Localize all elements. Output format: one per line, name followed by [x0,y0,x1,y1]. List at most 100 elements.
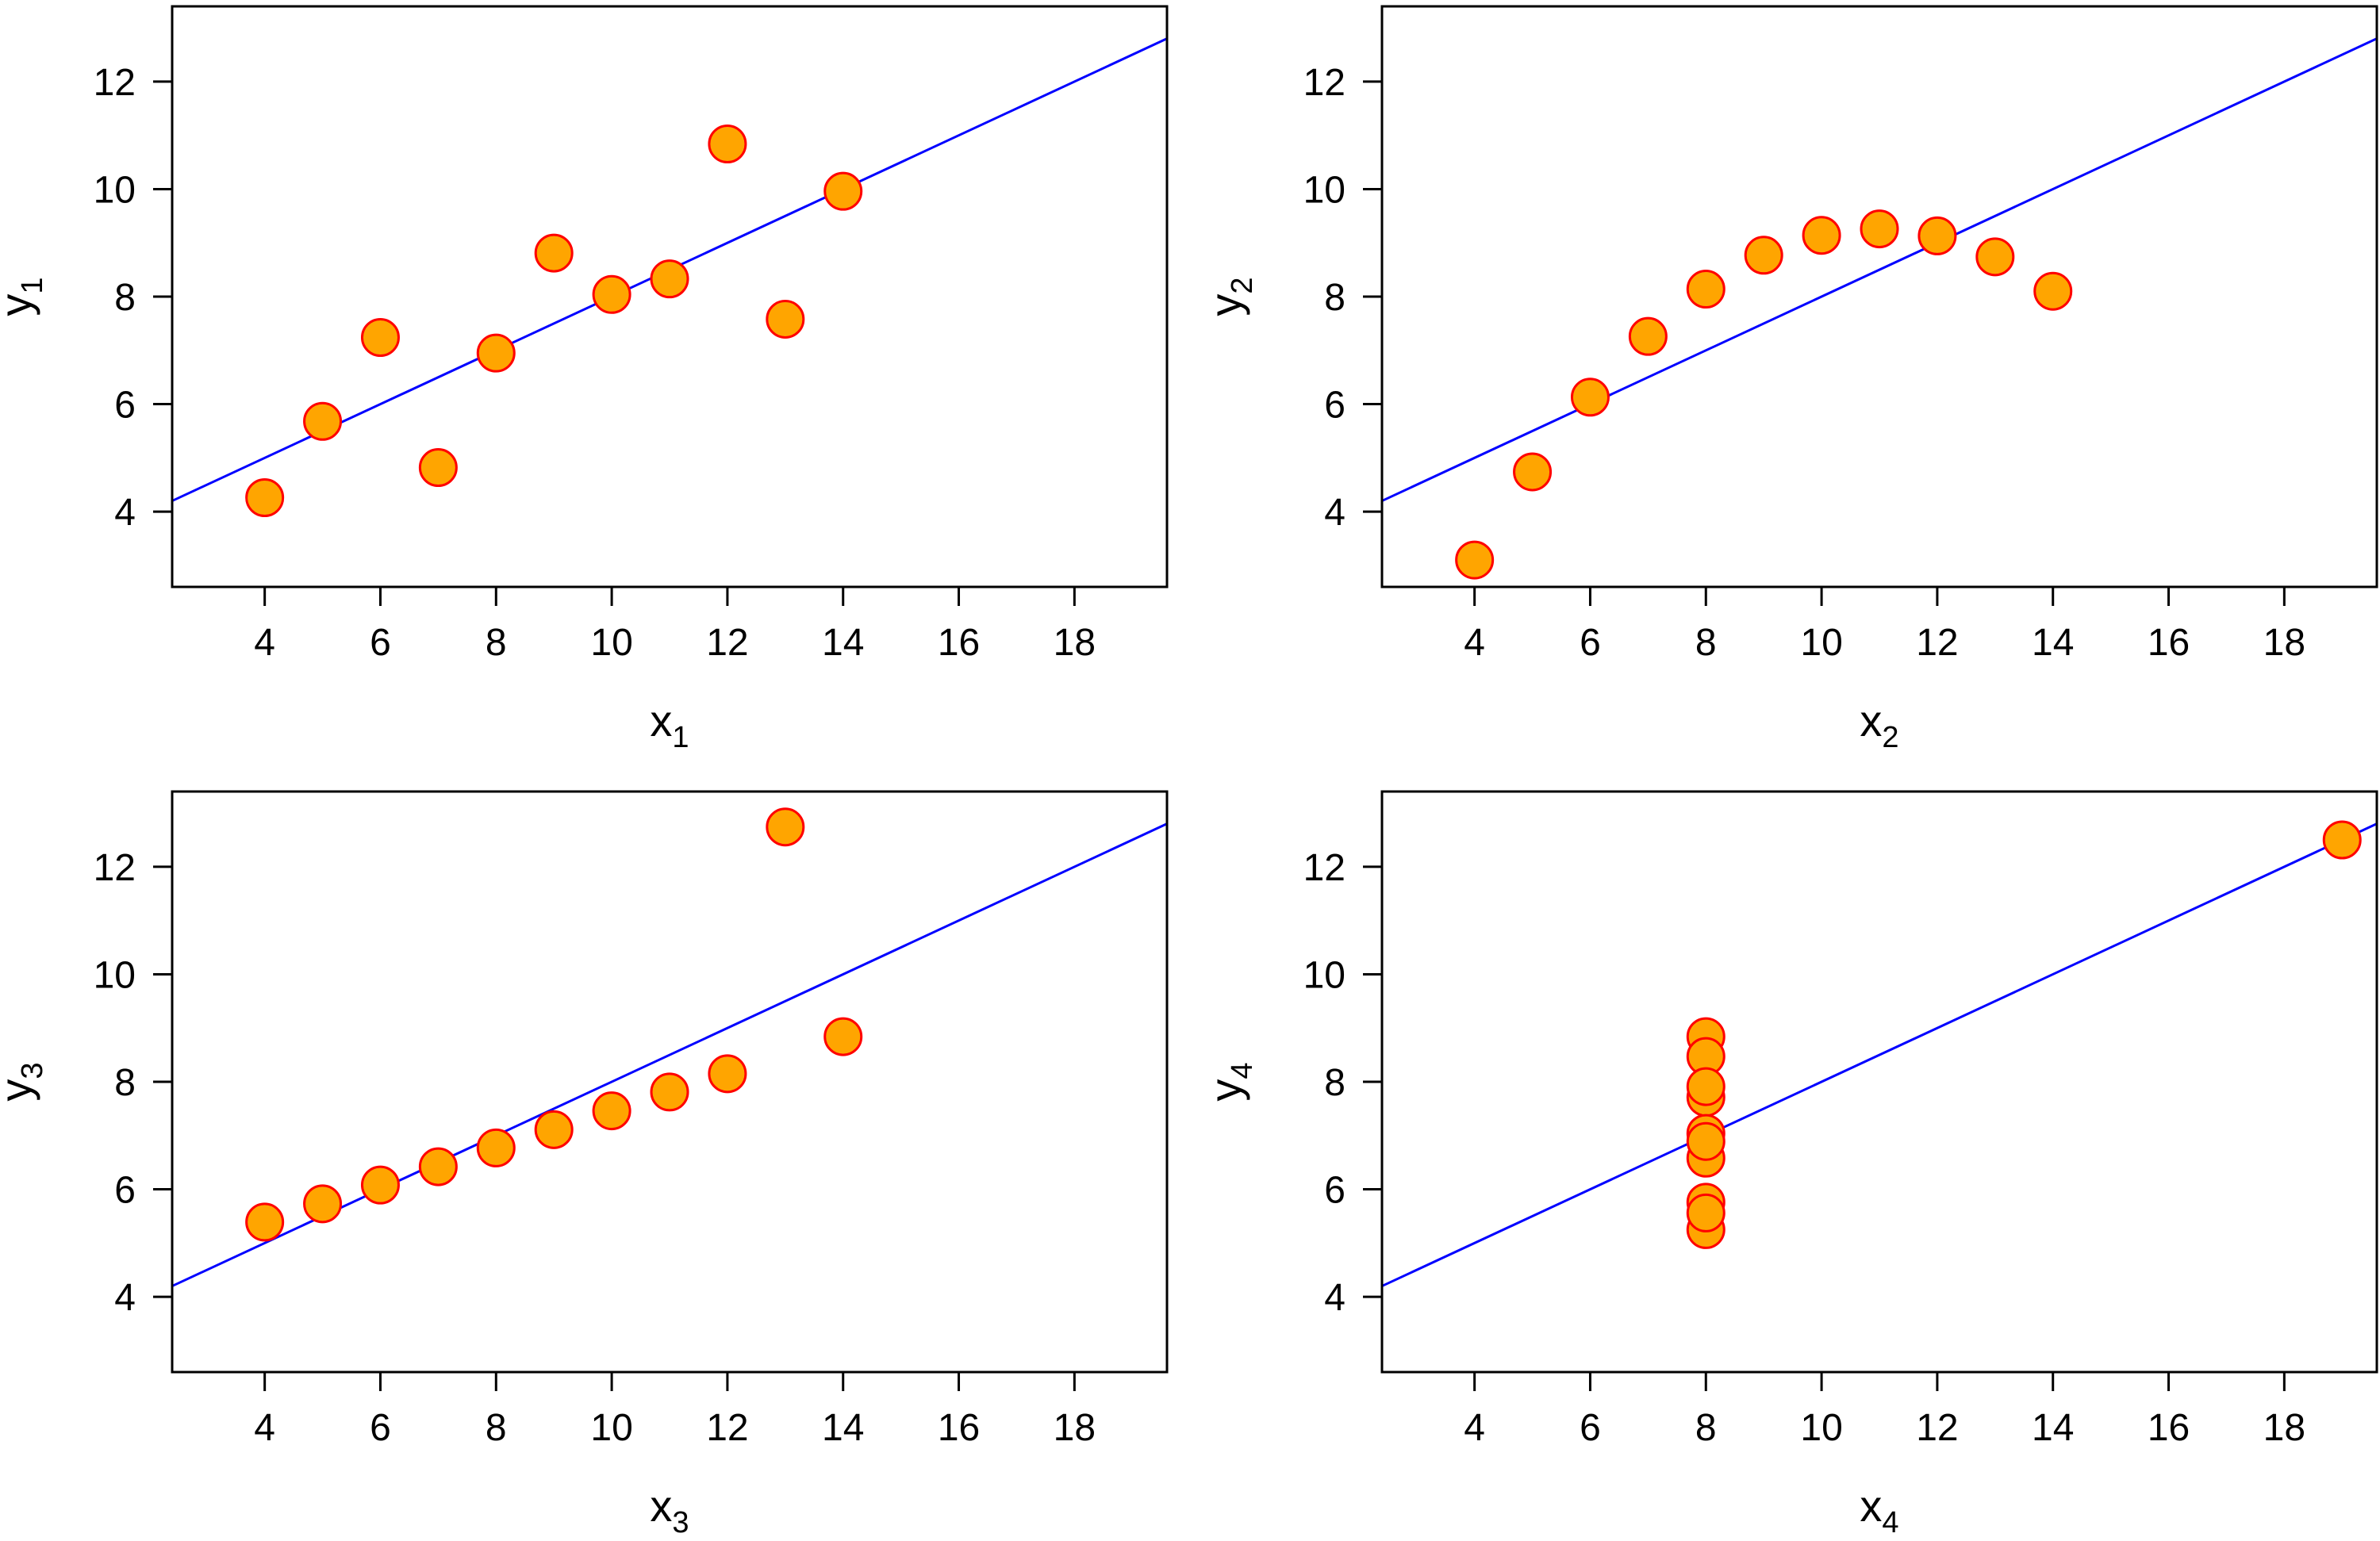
panel-2-data-point [1686,270,1726,309]
panel-1-axes: 4 6 8 10 12 14 16 18 4 6 8 10 12 [94,62,1096,664]
panel-4-points [1686,820,2362,1249]
panel-4-axes: 4 6 8 10 12 14 16 18 4 6 8 10 12 [1303,847,2305,1449]
panel-2-y-tick-label: 4 [1324,492,1345,534]
panel-3-y-tick-label: 6 [114,1170,136,1212]
panel-3-data-point [766,807,805,847]
panel-4-y-axis-title-subscript: 4 [1226,1062,1259,1079]
panel-1-data-point [823,171,863,211]
panel-1-y-axis-title-main: y [0,294,40,316]
panel-1-data-point [650,259,689,299]
panel-1-y-tick-label: 4 [114,492,136,534]
panel-1-x-tick-label: 14 [822,622,864,664]
panel-4-y-tick-label: 6 [1324,1170,1345,1212]
panel-3-data-point [476,1128,516,1167]
panel-3-x-axis-title-subscript: 3 [672,1506,689,1539]
panel-3-axes: 4 6 8 10 12 14 16 18 4 6 8 10 12 [94,847,1096,1449]
panel-1-data-point [360,318,400,358]
panel-2-fit-layer [1381,37,2378,502]
panel-2-y-tick-label: 10 [1303,169,1345,211]
panel-3-data-point [245,1202,285,1242]
panel-2-y-tick-label: 8 [1324,277,1345,319]
panel-1-y-axis-title-subscript: 1 [16,277,49,293]
panel-4-fit-layer [1381,822,2378,1287]
panel-4-x-tick-label: 10 [1800,1407,1842,1449]
panel-1-y-tick-label: 10 [94,169,136,211]
panel-2-data-point [1628,316,1668,356]
panel-1-x-tick-label: 4 [254,622,275,664]
panel-2-x-tick-label: 12 [1916,622,1958,664]
panel-1-data-point [708,125,747,164]
panel-1-data-point [245,477,285,517]
panel-1-x-tick-label: 8 [486,622,507,664]
panel-2-y-axis-title-subscript: 2 [1226,277,1259,293]
panel-3-y-axis-title-subscript: 3 [16,1062,49,1079]
panel-4-x-tick-label: 14 [2032,1407,2074,1449]
panel-4-y-axis-title: y4 [1200,1062,1259,1101]
panel-3-x-tick-label: 18 [1054,1407,1096,1449]
panel-1-data-point [534,233,574,273]
panel-3-points [245,807,863,1242]
panel-3-x-tick-label: 12 [706,1407,748,1449]
panel-4-y-axis-title-main: y [1200,1079,1250,1102]
panel-3-data-point [592,1091,631,1131]
panel-2-x-tick-label: 10 [1800,622,1842,664]
panel-3-x-tick-label: 4 [254,1407,275,1449]
panel-1-x-tick-label: 10 [590,622,632,664]
panel-4-x-tick-label: 16 [2148,1407,2190,1449]
panel-2-y-axis-title-main: y [1200,294,1250,316]
panel-3-data-point [534,1110,574,1149]
panel-3-x-tick-label: 14 [822,1407,864,1449]
panel-4-x-tick-label: 8 [1695,1407,1717,1449]
panel-2-axes: 4 6 8 10 12 14 16 18 4 6 8 10 12 [1303,62,2305,664]
panel-1-data-point [766,299,805,339]
panel-4-x-tick-label: 12 [1916,1407,1958,1449]
panel-1-y-tick-label: 12 [94,62,136,104]
panel-3-y-tick-label: 8 [114,1062,136,1104]
panel-1-x-tick-label: 16 [938,622,980,664]
panel-4-x-axis-title-subscript: 4 [1882,1506,1898,1539]
panel-2-data-point [1802,216,1841,255]
panel-2-data-point [1744,236,1783,275]
panel-3-data-point [418,1147,458,1186]
panel-3-x-tick-label: 16 [938,1407,980,1449]
panel-1-x-axis-title-main: x [650,696,672,746]
panel-4-x-tick-label: 18 [2263,1407,2305,1449]
panel-4-data-point [1686,1067,1726,1106]
panel-3-y-axis-title-main: y [0,1079,40,1102]
panel-1-x-axis-title-subscript: 1 [672,721,689,754]
panel-2-points [1455,209,2073,580]
panel-1-data-point [592,274,631,314]
panel-1-x-tick-label: 12 [706,622,748,664]
panel-1-data-point [303,401,343,441]
panel-2-x-tick-label: 18 [2263,622,2305,664]
panel-2-x-tick-label: 14 [2032,622,2074,664]
panel-1-data-point [418,448,458,488]
panel-2-data-point [2033,271,2073,311]
panel-3-y-tick-label: 10 [94,954,136,996]
panel-1-points [245,125,863,517]
panel-3-x-tick-label: 6 [370,1407,391,1449]
panel-3-x-axis-title-main: x [650,1481,672,1531]
panel-2-data-point [1917,216,1957,255]
panel-3-data-point [303,1184,343,1224]
panel-3-x-tick-label: 10 [590,1407,632,1449]
panel-3-data-point [360,1165,400,1205]
panel-3-y-tick-label: 12 [94,847,136,889]
panel-2-x-tick-label: 6 [1580,622,1601,664]
panel-2-regression-line [1381,37,2378,502]
panel-2-y-axis-title: y2 [1200,277,1259,316]
panel-4-data-point [1686,1121,1726,1161]
panel-2-data-point [1975,237,2015,277]
panel-4-x-tick-label: 6 [1580,1407,1601,1449]
panel-3-data-point [650,1072,689,1112]
panel-2-data-point [1513,452,1553,492]
panel-2-data-point [1860,209,1899,249]
panel-2-x-tick-label: 4 [1464,622,1485,664]
panel-4-x-axis-title: x4 [1860,1481,1898,1539]
